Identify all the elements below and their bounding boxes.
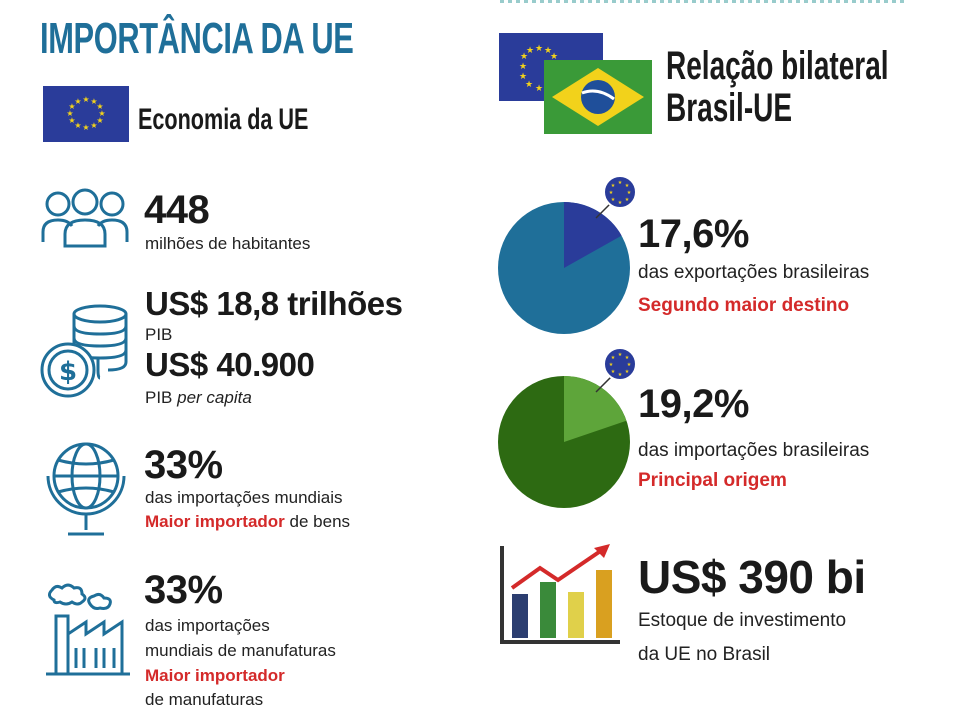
- population-label: milhões de habitantes: [145, 234, 311, 253]
- section-title-economy: Economia da UE: [138, 103, 309, 136]
- world-imports-highlight-line: Maior importador de bens: [145, 512, 351, 531]
- eu-flag-icon: ★ ★ ★ ★ ★ ★ ★ ★ ★ ★ ★ ★: [43, 86, 129, 142]
- investment-growth-icon: [498, 544, 624, 648]
- svg-text:★: ★: [609, 362, 614, 368]
- svg-text:★: ★: [535, 84, 543, 94]
- svg-text:★: ★: [90, 97, 97, 106]
- investment-label-1: Estoque de investimento: [638, 610, 847, 631]
- svg-text:★: ★: [82, 95, 89, 104]
- factory-icon: [42, 580, 132, 680]
- manufactures-label-1: das importações: [145, 616, 270, 635]
- svg-text:★: ★: [550, 52, 558, 62]
- svg-text:★: ★: [68, 116, 75, 125]
- exports-highlight: Segundo maior destino: [638, 295, 850, 316]
- svg-text:★: ★: [618, 352, 623, 358]
- gdp-per-capita-value: US$ 40.900: [145, 346, 315, 383]
- manufactures-highlight: Maior importador: [145, 666, 285, 685]
- bilateral-title-2: Brasil-UE: [666, 86, 793, 130]
- exports-value: 17,6%: [638, 212, 749, 256]
- globe-icon: [40, 434, 132, 542]
- eu-badge-icon: [603, 176, 637, 209]
- svg-text:★: ★: [82, 123, 89, 132]
- people-icon: [40, 186, 130, 248]
- world-imports-value: 33%: [144, 443, 223, 487]
- svg-text:★: ★: [611, 355, 616, 361]
- svg-text:★: ★: [520, 52, 528, 62]
- exports-pie-chart: ★ ★ ★ ★ ★ ★ ★ ★: [496, 176, 646, 336]
- svg-text:★: ★: [535, 44, 543, 54]
- svg-text:★: ★: [618, 372, 623, 378]
- svg-text:★: ★: [627, 362, 632, 368]
- svg-text:★: ★: [627, 190, 632, 196]
- imports-highlight: Principal origem: [638, 470, 787, 491]
- bilateral-title-1: Relação bilateral: [666, 44, 889, 88]
- manufactures-value: 33%: [144, 568, 223, 612]
- svg-text:★: ★: [625, 197, 630, 203]
- svg-text:★: ★: [611, 183, 616, 189]
- svg-text:★: ★: [519, 72, 527, 82]
- population-value: 448: [144, 188, 210, 232]
- eu-badge-icon: [603, 347, 637, 381]
- brazil-flag-icon: [544, 60, 652, 134]
- svg-text:★: ★: [74, 121, 81, 130]
- svg-text:★: ★: [611, 369, 616, 375]
- manufactures-label-2: mundiais de manufaturas: [145, 641, 336, 660]
- gdp-label: PIB: [145, 325, 173, 344]
- svg-text:★: ★: [544, 46, 552, 56]
- svg-text:★: ★: [68, 102, 75, 111]
- svg-text:★: ★: [519, 62, 527, 72]
- world-imports-label: das importações mundiais: [145, 488, 343, 507]
- svg-text:★: ★: [90, 121, 97, 130]
- svg-text:★: ★: [96, 102, 103, 111]
- svg-text:★: ★: [618, 180, 623, 186]
- svg-text:★: ★: [526, 46, 534, 56]
- svg-text:★: ★: [74, 97, 81, 106]
- svg-text:★: ★: [625, 355, 630, 361]
- gdp-per-capita-label: PIB per capita: [145, 388, 252, 407]
- svg-text:★: ★: [96, 116, 103, 125]
- imports-pie-chart: ★ ★ ★ ★ ★ ★ ★ ★: [496, 346, 646, 514]
- svg-text:★: ★: [609, 190, 614, 196]
- gdp-value: US$ 18,8 trilhões: [145, 285, 403, 322]
- imports-label: das importações brasileiras: [638, 440, 870, 461]
- imports-pie-eu-slice: [564, 376, 627, 442]
- svg-text:★: ★: [618, 200, 623, 206]
- svg-text:★: ★: [98, 109, 105, 118]
- svg-text:★: ★: [611, 197, 616, 203]
- top-divider: [500, 0, 905, 3]
- manufactures-label-3: de manufaturas: [145, 690, 264, 709]
- svg-text:★: ★: [525, 80, 533, 90]
- exports-label: das exportações brasileiras: [638, 262, 870, 283]
- svg-text:★: ★: [66, 109, 73, 118]
- imports-value: 19,2%: [638, 382, 749, 426]
- svg-text:$: $: [59, 357, 77, 387]
- page-title: IMPORTÂNCIA DA UE: [40, 14, 354, 63]
- coins-icon: $: [38, 302, 138, 402]
- exports-pie-eu-slice: [564, 201, 622, 268]
- svg-text:★: ★: [625, 183, 630, 189]
- investment-value: US$ 390 bi: [638, 551, 866, 603]
- investment-label-2: da UE no Brasil: [638, 644, 771, 665]
- svg-text:★: ★: [625, 369, 630, 375]
